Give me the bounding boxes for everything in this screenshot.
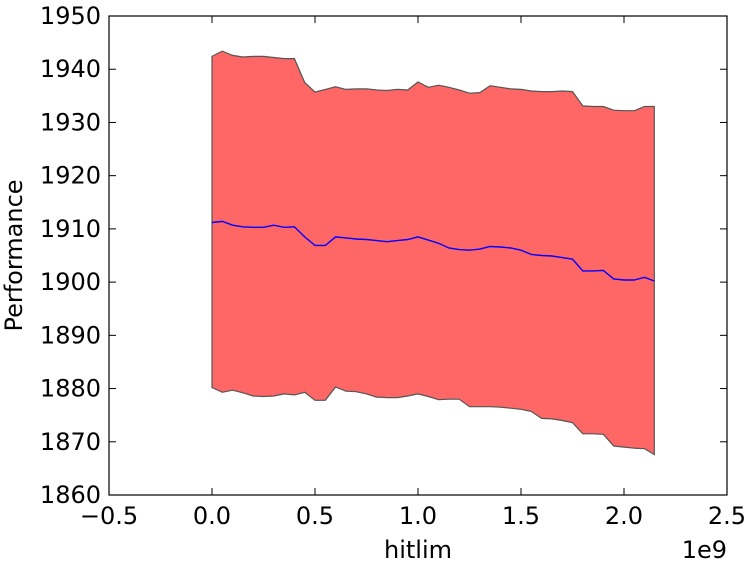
y-tick-label: 1860 [40,481,101,509]
y-tick-label: 1930 [40,108,101,136]
x-tick-label: 0.0 [193,502,231,530]
x-tick-label: 2.0 [605,502,643,530]
y-tick-label: 1910 [40,215,101,243]
y-tick-label: 1890 [40,321,101,349]
x-tick-label: 1.0 [399,502,437,530]
x-tick-label: 0.5 [296,502,334,530]
x-axis-label: hitlim [384,536,452,564]
y-tick-label: 1880 [40,375,101,403]
x-axis-offset-label: 1e9 [682,536,727,564]
plot-area [211,50,655,456]
x-tick-label: 1.5 [502,502,540,530]
y-tick-label: 1920 [40,162,101,190]
y-tick-label: 1900 [40,268,101,296]
y-tick-label: 1950 [40,2,101,30]
x-tick-label: 2.5 [708,502,746,530]
mean-line [211,220,655,282]
y-axis-label: Performance [0,179,28,331]
y-tick-label: 1940 [40,55,101,83]
axis-ticks: −0.5 0.0 0.5 1.0 1.5 2.0 2.5 1860 1870 1880 1890 19… [40,2,746,530]
y-tick-label: 1870 [40,428,101,456]
confidence-band [211,50,655,456]
x-tick-label: −0.5 [80,502,138,530]
